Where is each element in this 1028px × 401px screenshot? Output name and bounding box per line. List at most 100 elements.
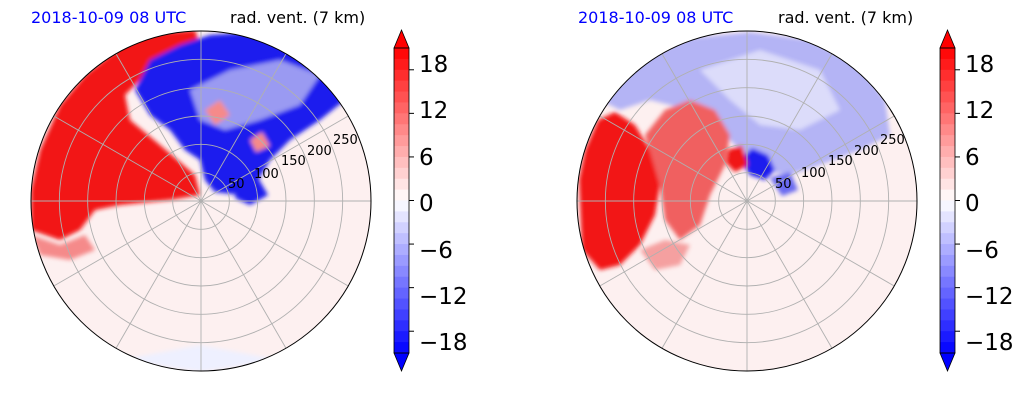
cb-tick-m18-right: −18 bbox=[965, 330, 1014, 356]
ring-label-200-left: 200 bbox=[307, 144, 332, 159]
colorbar-level bbox=[940, 342, 955, 354]
title-var-left: rad. vent. (7 km) bbox=[230, 8, 365, 27]
colorbar-level bbox=[940, 276, 955, 289]
region-neg-spot-left bbox=[235, 178, 268, 205]
colorbar-level bbox=[394, 48, 409, 60]
region-negative-spot-right bbox=[770, 172, 798, 196]
region-positive-right bbox=[579, 112, 660, 270]
ring-label-150-right: 150 bbox=[828, 154, 853, 169]
ring-labels-right: 50 100 150 200 250 bbox=[775, 133, 905, 192]
ring-label-50-left: 50 bbox=[228, 177, 245, 192]
ring-label-250-right: 250 bbox=[880, 133, 905, 148]
azimuth-line-30 bbox=[200, 115, 349, 202]
colorbar-level bbox=[394, 244, 409, 256]
colorbar-level bbox=[394, 254, 409, 267]
cb-tick-m12-right: −12 bbox=[965, 284, 1014, 310]
colorbar-level bbox=[940, 113, 955, 125]
region-positive-left bbox=[31, 40, 200, 240]
azimuth-line-240 bbox=[115, 200, 202, 349]
region-positive-core-right bbox=[726, 145, 748, 172]
colorbar-ticks-left: 18 12 6 0 −6 −12 −18 bbox=[419, 52, 468, 356]
azimuth-line-210 bbox=[599, 200, 748, 287]
cb-tick-6-left: 6 bbox=[419, 145, 434, 171]
colorbar-level bbox=[940, 211, 955, 223]
colorbar-level bbox=[940, 102, 955, 114]
colorbar-extend-bottom bbox=[393, 352, 410, 373]
colorbar-right bbox=[939, 28, 960, 373]
polar-frame-left bbox=[30, 30, 372, 372]
azimuth-line-210 bbox=[53, 200, 202, 287]
azimuth-line-330 bbox=[746, 200, 895, 287]
colorbar-level bbox=[940, 167, 955, 180]
azimuth-line-300 bbox=[746, 200, 833, 349]
colorbar-level bbox=[940, 254, 955, 267]
colorbar-level bbox=[394, 309, 409, 321]
colorbar-level bbox=[394, 58, 409, 71]
cb-tick-m12-left: −12 bbox=[419, 284, 468, 310]
colorbar-level bbox=[394, 189, 409, 201]
panel-right: 2018-10-09 08 UTC rad. vent. (7 km) 50 1… bbox=[576, 8, 1014, 373]
azimuth-line-150 bbox=[53, 115, 202, 202]
colorbar-level bbox=[394, 69, 409, 82]
colorbar-level bbox=[394, 156, 409, 169]
colorbar-level bbox=[940, 69, 955, 82]
colorbar-level bbox=[940, 287, 955, 300]
colorbar-level bbox=[940, 222, 955, 234]
colorbar-level bbox=[940, 265, 955, 278]
colorbar-level bbox=[394, 222, 409, 234]
colorbar-level bbox=[394, 200, 409, 212]
cb-tick-0-left: 0 bbox=[419, 191, 434, 217]
ring-label-100-left: 100 bbox=[254, 167, 279, 182]
ring-label-150-left: 150 bbox=[281, 154, 306, 169]
colorbar-level bbox=[940, 48, 955, 60]
cb-tick-m6-left: −6 bbox=[419, 238, 453, 264]
colorbar-level bbox=[394, 320, 409, 332]
colorbar-level bbox=[940, 135, 955, 147]
cb-tick-12-right: 12 bbox=[965, 98, 994, 124]
colorbar-level bbox=[940, 146, 955, 158]
title-date-left: 2018-10-09 08 UTC bbox=[31, 8, 186, 27]
ring-label-50-right: 50 bbox=[775, 177, 792, 192]
polar-grid-right bbox=[577, 31, 917, 371]
colorbar-level bbox=[940, 91, 955, 103]
colorbar-level bbox=[940, 58, 955, 71]
colorbar-level bbox=[940, 124, 955, 136]
region-positive-light-left bbox=[31, 235, 95, 260]
ring-label-250-left: 250 bbox=[333, 133, 358, 148]
colorbar-level bbox=[940, 244, 955, 256]
colorbar-extend-top bbox=[939, 28, 956, 49]
colorbar-level bbox=[394, 276, 409, 289]
colorbar-extend-bottom bbox=[939, 352, 956, 373]
colorbar-level bbox=[394, 265, 409, 278]
cb-tick-18-right: 18 bbox=[965, 52, 994, 78]
colorbar-level bbox=[394, 80, 409, 93]
colorbar-left bbox=[393, 28, 414, 373]
colorbar-ticks-right: 18 12 6 0 −6 −12 −18 bbox=[965, 52, 1014, 356]
colorbar-level bbox=[940, 200, 955, 212]
region-positive-light-right bbox=[640, 240, 690, 270]
azimuth-line-240 bbox=[661, 200, 748, 349]
azimuth-line-120 bbox=[661, 53, 748, 202]
colorbar-level bbox=[394, 91, 409, 103]
colorbar-level bbox=[940, 189, 955, 201]
title-var-right: rad. vent. (7 km) bbox=[778, 8, 913, 27]
colorbar-level bbox=[940, 80, 955, 93]
azimuth-line-300 bbox=[200, 200, 287, 349]
cb-tick-m6-right: −6 bbox=[965, 238, 999, 264]
colorbar-level bbox=[394, 102, 409, 114]
azimuth-line-330 bbox=[200, 200, 349, 287]
region-neg-bottom-left bbox=[120, 345, 280, 371]
colorbar-level bbox=[394, 331, 409, 343]
colorbar-level bbox=[940, 320, 955, 332]
colorbar-level bbox=[940, 309, 955, 321]
colorbar-level bbox=[394, 298, 409, 310]
colorbar-level bbox=[940, 178, 955, 191]
azimuth-line-150 bbox=[599, 115, 748, 202]
cb-tick-18-left: 18 bbox=[419, 52, 448, 78]
azimuth-line-60 bbox=[200, 53, 287, 202]
colorbar-level bbox=[940, 156, 955, 169]
colorbar-level bbox=[394, 178, 409, 191]
colorbar-level bbox=[394, 342, 409, 354]
azimuth-line-120 bbox=[115, 53, 202, 202]
